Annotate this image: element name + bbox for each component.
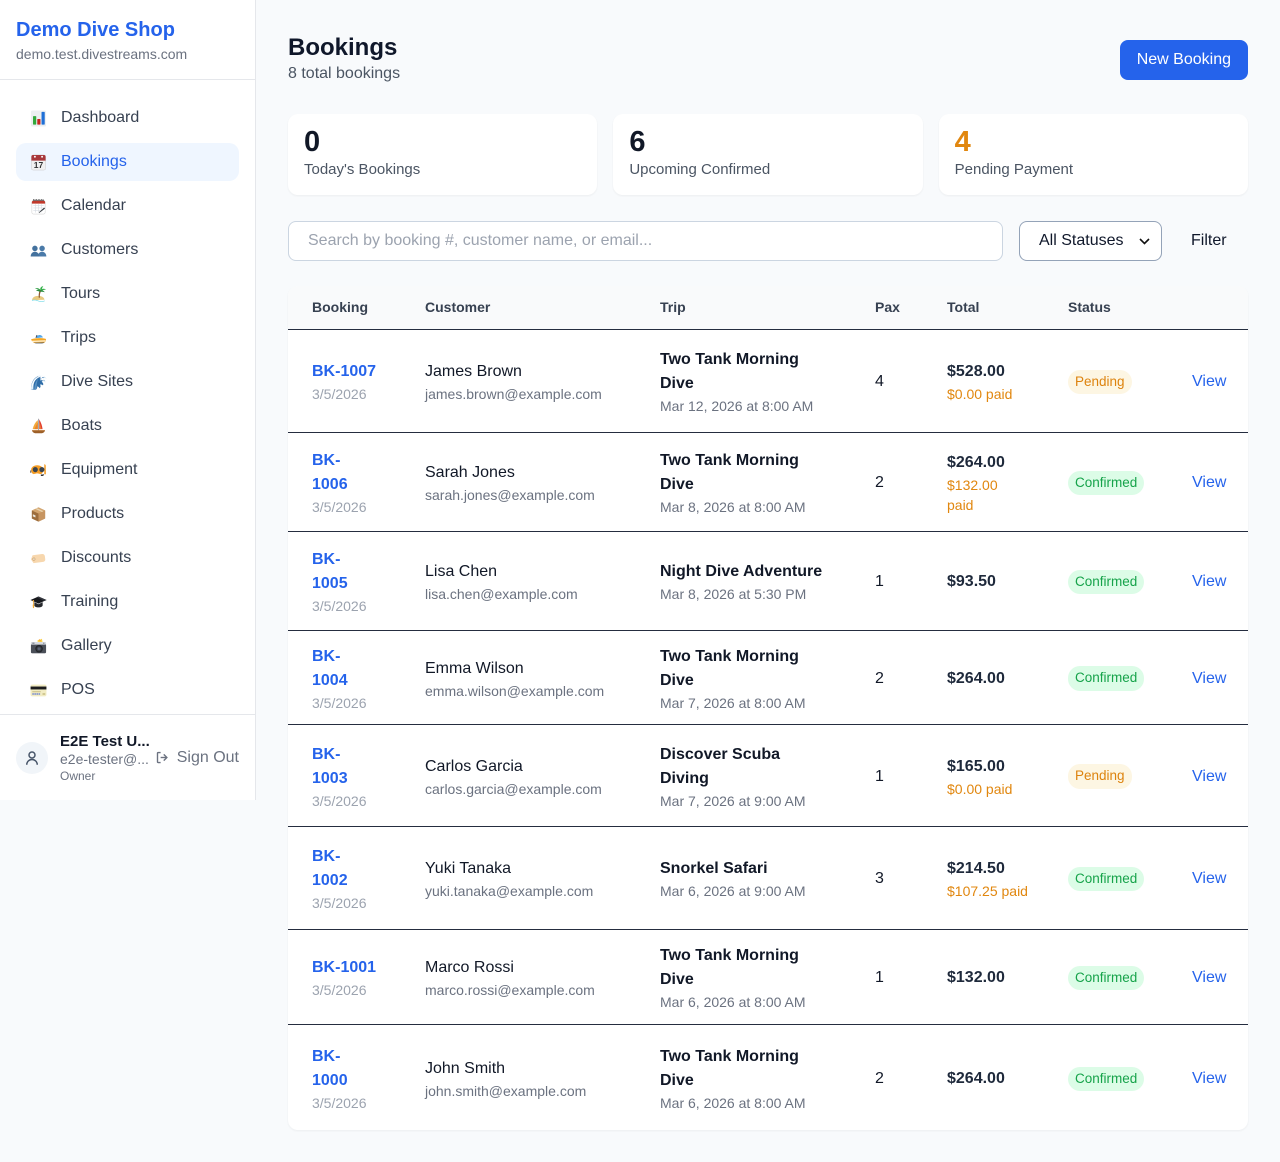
svg-text:17: 17 bbox=[34, 159, 44, 169]
